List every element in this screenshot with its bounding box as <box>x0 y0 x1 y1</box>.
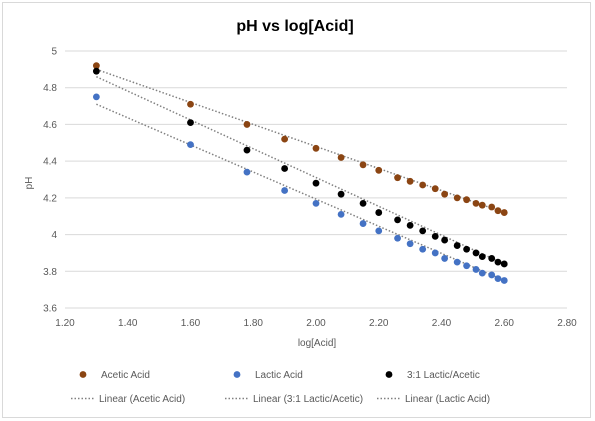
data-point <box>441 255 449 262</box>
legend-label: Acetic Acid <box>101 370 150 381</box>
data-point <box>359 220 367 227</box>
data-point <box>463 196 470 204</box>
data-point <box>441 190 449 198</box>
data-point <box>243 146 251 154</box>
data-point <box>337 210 345 218</box>
gridlines <box>65 50 567 309</box>
axes: 3.6 3.8 4 4.2 4.4 4.6 4.8 5 1.20 1.40 1.60 1.80 2.00… <box>43 47 577 330</box>
x-axis-title: log[Acid] <box>298 338 337 349</box>
data-point <box>453 242 461 249</box>
data-point <box>406 240 414 248</box>
x-tick-label: 2.60 <box>495 318 515 329</box>
data-point <box>500 209 508 216</box>
y-axis-title: pH <box>24 177 35 190</box>
data-point <box>463 245 470 253</box>
y-tick-label: 3.8 <box>43 267 57 278</box>
data-point <box>478 253 486 260</box>
data-point <box>375 227 383 235</box>
data-markers <box>92 62 508 284</box>
data-point <box>494 275 502 283</box>
data-point <box>472 266 480 273</box>
data-point <box>500 277 508 284</box>
trendline <box>96 76 505 265</box>
data-point <box>359 199 367 207</box>
y-tick-label: 4.4 <box>43 157 57 168</box>
y-tick-label: 4.6 <box>43 120 57 131</box>
data-point <box>478 269 486 277</box>
x-tick-label: 2.80 <box>557 318 577 329</box>
data-point <box>463 262 470 270</box>
data-point <box>312 179 320 187</box>
data-point <box>312 199 320 207</box>
x-tick-label: 1.40 <box>118 318 138 329</box>
y-tick-label: 4.8 <box>43 83 57 94</box>
chart: pH vs log[Acid] 3.6 3.8 4 4.2 4.4 4.6 4.8 5 1.20… <box>24 18 577 405</box>
data-point <box>187 119 194 126</box>
data-point <box>472 249 480 257</box>
legend-marker <box>385 371 393 378</box>
legend-label: Linear (Acetic Acid) <box>99 394 185 405</box>
data-point <box>431 249 439 257</box>
data-point <box>281 135 289 143</box>
data-point <box>488 255 496 262</box>
data-point <box>337 154 345 161</box>
data-point <box>394 234 401 242</box>
data-point <box>406 221 414 229</box>
data-point <box>431 185 439 193</box>
y-tick-label: 3.6 <box>43 304 57 315</box>
data-point <box>92 93 100 101</box>
data-point <box>337 190 345 198</box>
x-tick-label: 2.00 <box>306 318 326 329</box>
x-tick-label: 2.40 <box>432 318 452 329</box>
legend-label: Linear (Lactic Acid) <box>405 394 490 405</box>
data-point <box>394 216 401 224</box>
y-tick-label: 4.2 <box>43 193 57 204</box>
data-point <box>375 209 383 216</box>
data-point <box>92 62 100 70</box>
trendlines <box>96 68 505 282</box>
x-tick-label: 1.80 <box>244 318 264 329</box>
data-point <box>478 201 486 209</box>
x-tick-label: 1.20 <box>55 318 75 329</box>
trendline <box>96 103 505 282</box>
data-point <box>419 245 427 253</box>
data-point <box>500 260 508 268</box>
data-point <box>375 166 383 174</box>
legend-label: Linear (3:1 Lactic/Acetic) <box>253 394 363 405</box>
data-point <box>441 236 449 244</box>
data-point <box>281 165 289 172</box>
data-point <box>243 168 251 176</box>
data-point <box>187 141 194 149</box>
y-tick-label: 4 <box>51 230 57 241</box>
data-point <box>472 199 480 207</box>
data-point <box>187 100 194 108</box>
legend-label: Lactic Acid <box>255 370 303 381</box>
y-tick-label: 5 <box>51 47 57 58</box>
chart-title: pH vs log[Acid] <box>236 18 353 35</box>
data-point <box>431 233 439 240</box>
data-point <box>453 258 461 266</box>
data-point <box>419 227 427 235</box>
data-point <box>359 161 367 169</box>
data-point <box>453 194 461 202</box>
data-point <box>394 174 401 182</box>
data-point <box>281 187 289 194</box>
data-point <box>494 258 502 266</box>
legend-marker <box>79 371 87 378</box>
data-point <box>488 203 496 211</box>
legend-marker <box>233 371 241 378</box>
chart-frame: pH vs log[Acid] 3.6 3.8 4 4.2 4.4 4.6 4.8 5 1.20… <box>2 2 591 418</box>
data-point <box>494 207 502 215</box>
data-point <box>312 144 320 152</box>
legend: Acetic Acid Lactic Acid 3:1 Lactic/Acetic L… <box>71 370 490 405</box>
data-point <box>488 271 496 279</box>
x-tick-label: 1.60 <box>181 318 201 329</box>
data-point <box>406 177 414 185</box>
data-point <box>419 181 427 189</box>
x-tick-label: 2.20 <box>369 318 389 329</box>
legend-label: 3:1 Lactic/Acetic <box>407 370 480 381</box>
data-point <box>92 67 100 75</box>
trendline <box>96 68 505 214</box>
data-point <box>243 121 251 128</box>
